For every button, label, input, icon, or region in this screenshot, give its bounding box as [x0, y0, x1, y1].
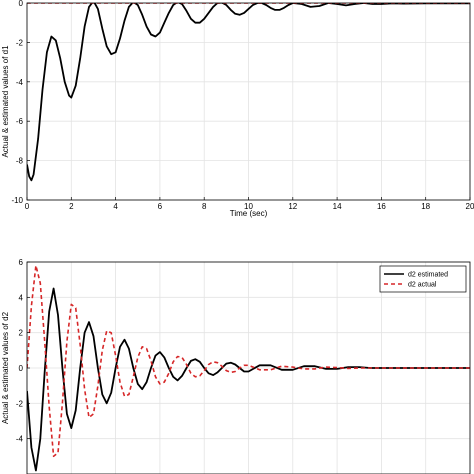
chart-1-x-tick-label: 10: [244, 202, 253, 211]
chart-1-y-axis-label: Actual & estimated values of d1: [1, 45, 10, 158]
chart-1-x-tick-label: 0: [25, 202, 30, 211]
chart-1-x-tick-label: 8: [202, 202, 207, 211]
chart-2-legend-label-2: d2 actual: [408, 282, 437, 289]
chart-1-y-tick-label: 0: [19, 0, 24, 8]
chart-2-y-tick-label: -4: [16, 435, 24, 444]
chart-2-series-line-1: [27, 287, 470, 472]
chart-1-x-tick-label: 6: [158, 202, 163, 211]
chart-2-y-tick-label: 6: [19, 258, 24, 267]
chart-1-x-tick-label: 4: [113, 202, 118, 211]
chart-2-series-line-2: [27, 264, 470, 458]
chart-2-legend-label-1: d2 estimated: [408, 272, 448, 279]
chart-1-x-tick-label: 12: [288, 202, 297, 211]
chart-2-y-tick-label: 2: [19, 329, 24, 338]
chart-2-y-tick-label: 0: [19, 364, 24, 373]
chart-1-y-tick-label: -4: [16, 78, 24, 87]
chart-1-x-tick-label: 20: [466, 202, 474, 211]
chart-2-y-axis-label: Actual & estimated values of d2: [1, 311, 10, 424]
chart-1-x-tick-label: 14: [333, 202, 342, 211]
chart-1-y-tick-label: -8: [16, 157, 24, 166]
chart-2-legend-box: [379, 265, 467, 293]
chart-2: 6 4 2 0 -2 -4 Actual & estimated values of d2 d…: [1, 258, 471, 474]
chart-2-y-tick-label: -2: [16, 399, 24, 408]
chart-1-x-tick-label: 2: [69, 202, 74, 211]
chart-1: 0 2 4 6 8 10 12 14 16 18 20 0 -2 -4 -6 -8 -10 Time (sec) A…: [1, 0, 474, 218]
chart-1-series-line-1: [27, 3, 470, 182]
chart-1-x-axis-label: Time (sec): [230, 209, 268, 218]
chart-1-x-tick-label: 16: [377, 202, 386, 211]
chart-1-x-tick-label: 18: [421, 202, 430, 211]
chart-1-y-tick-label: -2: [16, 38, 24, 47]
chart-1-y-tick-label: -6: [16, 117, 24, 126]
chart-1-y-tick-label: -10: [11, 196, 23, 205]
chart-2-y-tick-label: 4: [19, 293, 24, 302]
